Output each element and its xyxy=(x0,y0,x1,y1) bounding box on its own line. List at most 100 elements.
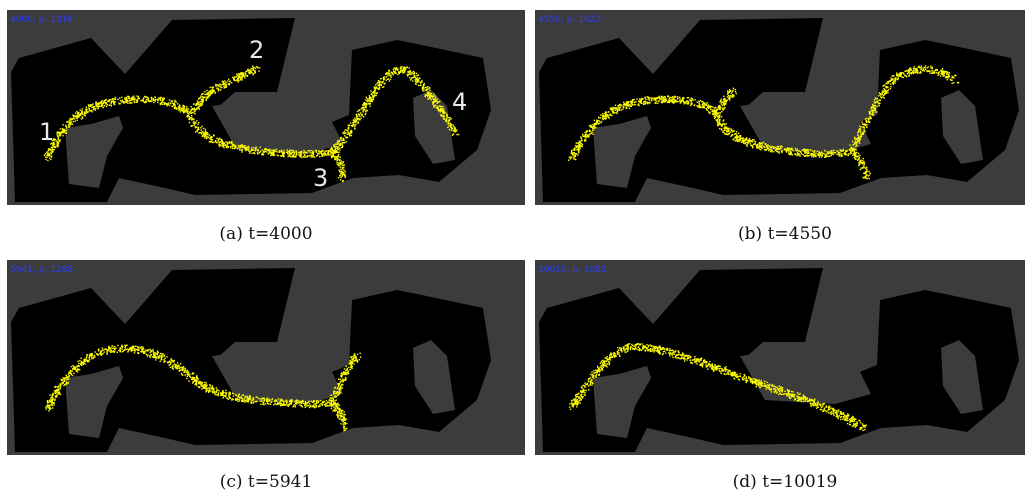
particle xyxy=(404,66,406,68)
particle xyxy=(339,156,341,159)
particle xyxy=(722,109,724,111)
particle xyxy=(448,119,451,122)
particle xyxy=(896,72,898,74)
particle xyxy=(273,154,276,156)
particle xyxy=(941,68,944,70)
particle xyxy=(430,95,432,97)
particle xyxy=(262,152,264,154)
particle xyxy=(351,362,353,364)
particle xyxy=(244,145,246,147)
particle xyxy=(750,144,752,147)
particle xyxy=(238,76,240,79)
particle xyxy=(337,155,340,157)
particle xyxy=(616,110,618,113)
particle xyxy=(285,400,288,402)
particle xyxy=(345,136,348,138)
particle xyxy=(346,427,348,430)
particle xyxy=(883,90,885,92)
particle xyxy=(145,349,147,351)
particle xyxy=(48,410,50,412)
particle xyxy=(354,359,357,362)
particle xyxy=(595,126,597,129)
particle xyxy=(374,88,377,90)
particle xyxy=(344,129,346,131)
particle xyxy=(206,384,208,386)
particle xyxy=(127,100,129,103)
particle xyxy=(703,102,705,104)
particle xyxy=(378,88,380,91)
particle xyxy=(401,66,403,68)
particle xyxy=(209,94,211,96)
particle xyxy=(940,69,942,72)
particle xyxy=(796,154,798,157)
particle xyxy=(595,123,597,125)
particle xyxy=(219,83,221,85)
particle xyxy=(692,99,694,101)
particle xyxy=(382,76,385,78)
particle xyxy=(817,154,820,156)
particle xyxy=(238,398,240,401)
particle xyxy=(209,385,211,387)
particle xyxy=(625,102,628,104)
particle xyxy=(623,104,626,106)
particle xyxy=(195,382,197,385)
particle xyxy=(341,409,344,412)
particle xyxy=(339,149,341,151)
particle xyxy=(866,121,868,123)
particle xyxy=(105,102,108,105)
particle xyxy=(168,99,171,101)
particle xyxy=(347,130,349,132)
particle xyxy=(584,139,586,141)
particle xyxy=(198,108,200,110)
particle xyxy=(199,100,201,103)
particle xyxy=(245,70,247,73)
particle xyxy=(726,133,728,135)
particle xyxy=(633,98,635,101)
particle xyxy=(706,109,709,111)
particle xyxy=(88,105,90,107)
particle xyxy=(864,130,866,132)
particle xyxy=(716,108,719,110)
particle xyxy=(346,367,348,370)
particle xyxy=(372,96,375,99)
particle xyxy=(261,149,263,151)
particle xyxy=(331,399,333,401)
particle xyxy=(718,108,720,110)
particle xyxy=(585,133,587,135)
particle xyxy=(703,107,705,109)
particle xyxy=(145,101,147,103)
obstacle xyxy=(740,98,871,154)
particle xyxy=(296,403,298,405)
particle xyxy=(747,141,749,143)
particle xyxy=(713,115,715,117)
particle xyxy=(336,148,338,150)
particle xyxy=(259,400,261,402)
particle xyxy=(302,402,305,405)
particle xyxy=(337,177,340,179)
particle xyxy=(155,352,157,355)
particle xyxy=(316,401,318,403)
particle xyxy=(421,89,424,92)
particle xyxy=(94,109,96,111)
particle xyxy=(176,366,179,369)
particle xyxy=(241,77,243,79)
particle xyxy=(342,418,344,420)
particle xyxy=(244,147,246,149)
particle xyxy=(352,358,354,361)
particle xyxy=(728,95,730,97)
particle xyxy=(815,152,817,155)
particle xyxy=(869,111,871,113)
particle xyxy=(153,352,155,354)
particle xyxy=(186,371,188,373)
particle xyxy=(240,76,242,78)
particle xyxy=(81,112,83,115)
particle xyxy=(613,109,615,111)
particle xyxy=(236,398,238,401)
particle xyxy=(674,96,677,98)
particle xyxy=(876,111,878,113)
particle xyxy=(748,139,750,141)
caption-b: (b) t=4550 xyxy=(738,224,832,244)
particle xyxy=(844,154,846,156)
particle xyxy=(337,387,339,389)
particle xyxy=(340,138,342,140)
